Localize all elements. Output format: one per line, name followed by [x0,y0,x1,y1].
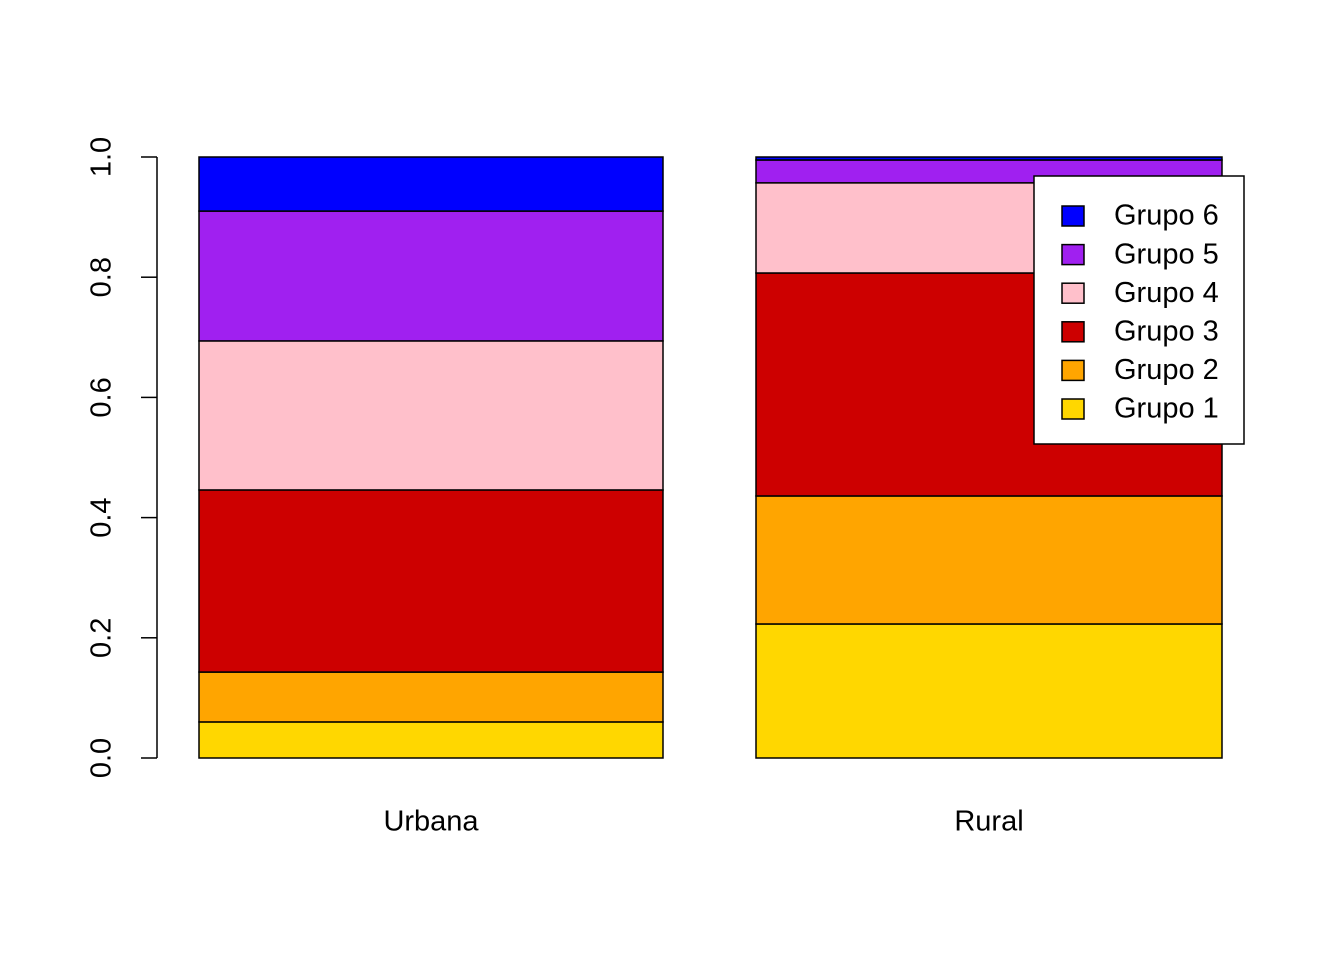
x-tick-label: Urbana [383,806,479,838]
bar-segment [198,210,664,342]
bar-segment [198,340,664,491]
legend-swatch [1061,205,1085,227]
y-tick-label: 1.0 [86,137,118,177]
legend-label: Grupo 2 [1114,354,1219,386]
y-tick-label: 0.2 [86,618,118,658]
legend-label: Grupo 3 [1114,315,1219,347]
legend-swatch [1061,282,1085,304]
bar-segment [198,721,664,759]
x-tick-label: Rural [954,806,1023,838]
bar-segment [198,156,664,212]
bar-segment [198,489,664,673]
legend-swatch [1061,398,1085,420]
y-tick-label: 0.6 [86,377,118,417]
bar-segment [198,671,664,723]
y-tick-label: 0.0 [86,738,118,778]
legend-swatch [1061,243,1085,266]
bar-segment [755,156,1223,161]
bar-segment [755,495,1223,625]
legend-swatch [1061,321,1085,343]
legend-label: Grupo 6 [1114,200,1219,232]
legend-swatch [1061,359,1085,382]
legend-label: Grupo 4 [1114,277,1219,309]
y-tick-label: 0.4 [86,497,118,537]
bar-segment [755,623,1223,759]
legend-label: Grupo 5 [1114,238,1219,270]
y-tick-label: 0.8 [86,257,118,297]
legend-label: Grupo 1 [1114,393,1219,425]
